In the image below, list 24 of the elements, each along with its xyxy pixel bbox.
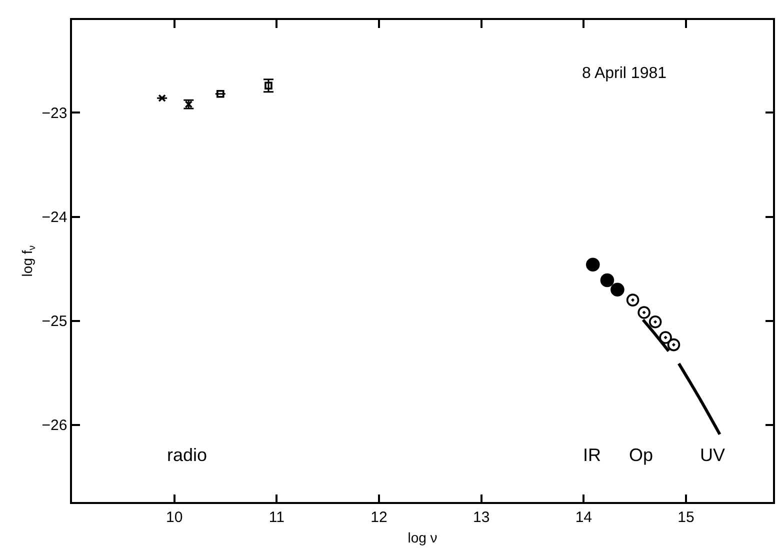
y-tick-label: −24 [42, 209, 68, 226]
x-tick-label: 10 [166, 508, 183, 526]
point [600, 273, 614, 288]
point [667, 338, 680, 352]
y-tick-label: −25 [42, 313, 68, 330]
x-tick-label: 13 [472, 508, 490, 526]
x-axis-title: log ν [408, 530, 438, 546]
y-tick-label: −26 [42, 417, 68, 434]
x-tick-label: 15 [678, 508, 694, 526]
point [648, 316, 662, 328]
annotation: radio [167, 445, 208, 465]
point [610, 282, 624, 297]
annotation: IR [583, 445, 601, 465]
point [638, 306, 650, 319]
y-tick-label: −23 [42, 104, 68, 122]
x-tick-label: 11 [268, 508, 284, 526]
point [626, 294, 640, 306]
annotation: UV [700, 445, 726, 465]
x-tick-label: 14 [575, 508, 592, 526]
annotation: 8 April 1981 [582, 65, 667, 82]
x-tick-label: 12 [370, 508, 388, 526]
annotation: Op [629, 445, 654, 465]
point [586, 258, 600, 272]
point [659, 331, 672, 344]
